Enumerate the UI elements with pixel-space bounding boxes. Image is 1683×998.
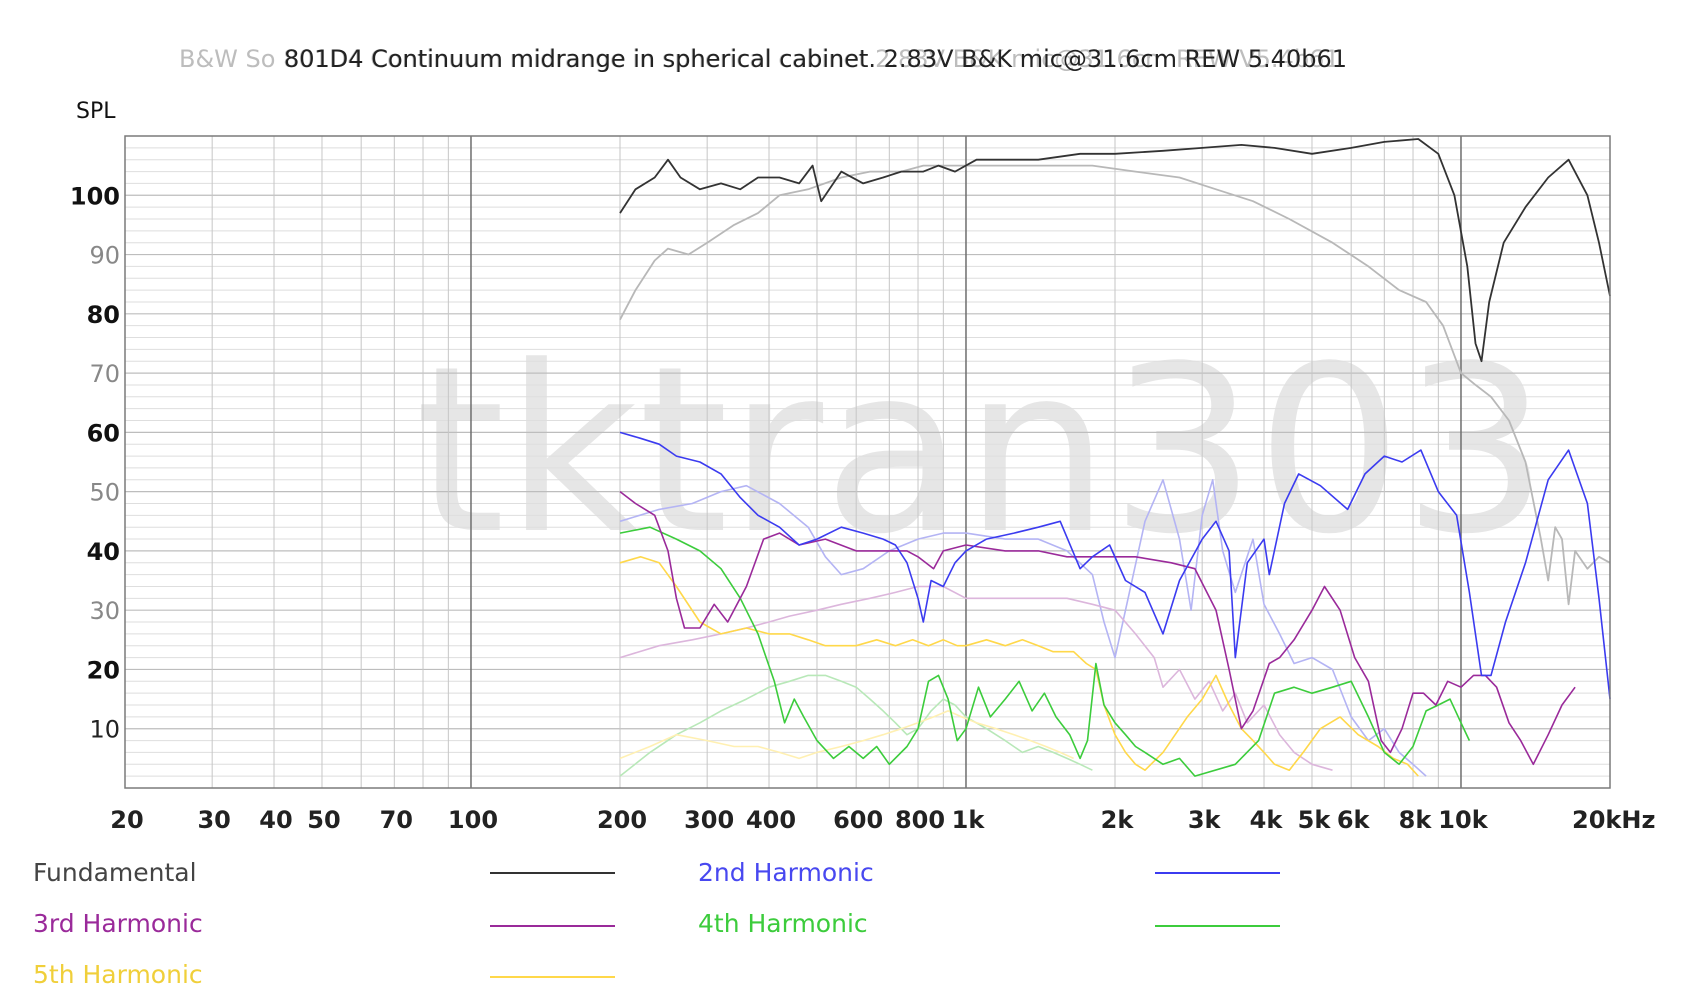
y-tick-label: 100 [70, 182, 120, 210]
x-tick-label: 400 [746, 806, 796, 834]
x-tick-label: 40 [259, 806, 292, 834]
series-line-2nd-harmonic [619, 431, 1611, 700]
legend-item: Fundamental [33, 858, 615, 887]
series-lines [619, 138, 1611, 777]
grid [125, 136, 1610, 788]
x-tick-label: 5k [1298, 806, 1332, 834]
y-tick-label: 10 [89, 716, 120, 744]
x-axis-ticks: 20 30 40 50 70 100 200 300 400 600 800 1k 2k 3k 4k 5k 6k… [110, 806, 1655, 834]
y-tick-label: 40 [87, 538, 120, 566]
series-line-4th-harmonic-overlay [619, 674, 1093, 777]
x-tick-label: 300 [684, 806, 734, 834]
x-tick-label: 70 [380, 806, 413, 834]
x-tick-label: 4k [1250, 806, 1284, 834]
y-tick-label: 50 [89, 479, 120, 507]
series-line-5th-harmonic-overlay [619, 710, 1074, 760]
series-line-5th-harmonic [619, 555, 1419, 777]
x-tick-label: 20kHz [1572, 806, 1655, 834]
x-tick-label: 2k [1101, 806, 1135, 834]
x-tick-label: 6k [1337, 806, 1371, 834]
legend-item: 5th Harmonic [33, 960, 615, 989]
x-tick-label: 10k [1438, 806, 1488, 834]
legend-item: 3rd Harmonic [33, 909, 615, 938]
x-tick-label: 3k [1188, 806, 1222, 834]
x-tick-label: 1k [952, 806, 986, 834]
chart-title: 801D4 Continuum midrange in spherical ca… [284, 45, 1347, 73]
y-tick-label: 30 [89, 597, 120, 625]
series-line-4th-harmonic [619, 526, 1471, 777]
y-tick-label: 80 [87, 301, 120, 329]
legend-label: 5th Harmonic [33, 960, 203, 989]
x-tick-label: 200 [597, 806, 647, 834]
legend-label: 2nd Harmonic [698, 858, 874, 887]
series-line-fundamental [619, 138, 1611, 363]
series-line-2nd-harmonic-overlay [619, 478, 1427, 777]
y-axis-ticks: 100 90 80 70 60 50 40 30 20 10 [70, 182, 120, 743]
legend-item: 4th Harmonic [698, 909, 1280, 938]
legend: Fundamental 2nd Harmonic 3rd Harmonic 4th H… [33, 858, 1280, 989]
x-tick-label: 800 [895, 806, 945, 834]
legend-label: 3rd Harmonic [33, 909, 203, 938]
x-tick-label: 20 [110, 806, 143, 834]
y-tick-label: 90 [89, 242, 120, 270]
y-tick-label: 20 [87, 656, 120, 684]
y-tick-label: 70 [89, 360, 120, 388]
series-line-3rd-harmonic-overlay [619, 585, 1333, 771]
chart-background-title: B&W So 801D4 Continuum midrange in spher… [179, 45, 1340, 73]
y-tick-label: 60 [87, 419, 120, 447]
series-line-3rd-harmonic [619, 490, 1576, 766]
series-line-fundamental-overlay [619, 164, 1611, 606]
legend-label: 4th Harmonic [698, 909, 868, 938]
plot-frame [124, 135, 1611, 789]
legend-item: 2nd Harmonic [698, 858, 1280, 887]
legend-label: Fundamental [33, 858, 197, 887]
y-axis-label: SPL [76, 99, 116, 124]
x-tick-label: 30 [197, 806, 230, 834]
x-tick-label: 50 [307, 806, 340, 834]
x-tick-label: 8k [1399, 806, 1433, 834]
watermark-text: tktran303 [415, 318, 1549, 585]
x-tick-label: 600 [833, 806, 883, 834]
x-tick-label: 100 [448, 806, 498, 834]
